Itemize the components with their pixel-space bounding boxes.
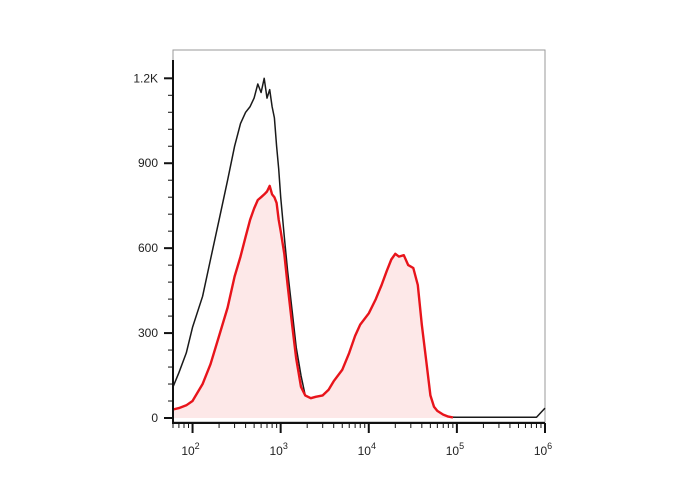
series-layer [172, 77, 546, 419]
x-tick-exponent: 5 [459, 441, 464, 451]
series-1-line [172, 184, 454, 419]
y-tick-label: 900 [138, 156, 158, 170]
x-tick-label: 106 [534, 441, 552, 458]
y-tick-label: 0 [151, 411, 158, 425]
x-tick-label: 104 [358, 441, 376, 458]
x-tick-exponent: 6 [547, 441, 552, 451]
x-tick-base: 10 [358, 444, 372, 458]
x-tick-label: 102 [181, 441, 199, 458]
series-1-area [173, 185, 453, 418]
y-tick-label: 1.2K [133, 71, 158, 85]
y-tick-label: 600 [138, 241, 158, 255]
x-tick-exponent: 3 [283, 441, 288, 451]
x-tick-base: 10 [534, 444, 548, 458]
x-tick-exponent: 2 [195, 441, 200, 451]
x-tick-label: 103 [270, 441, 288, 458]
x-tick-base: 10 [270, 444, 284, 458]
y-tick-label: 300 [138, 326, 158, 340]
x-tick-base: 10 [446, 444, 460, 458]
x-tick-label: 105 [446, 441, 464, 458]
x-tick-base: 10 [181, 444, 195, 458]
x-tick-exponent: 4 [371, 441, 376, 451]
